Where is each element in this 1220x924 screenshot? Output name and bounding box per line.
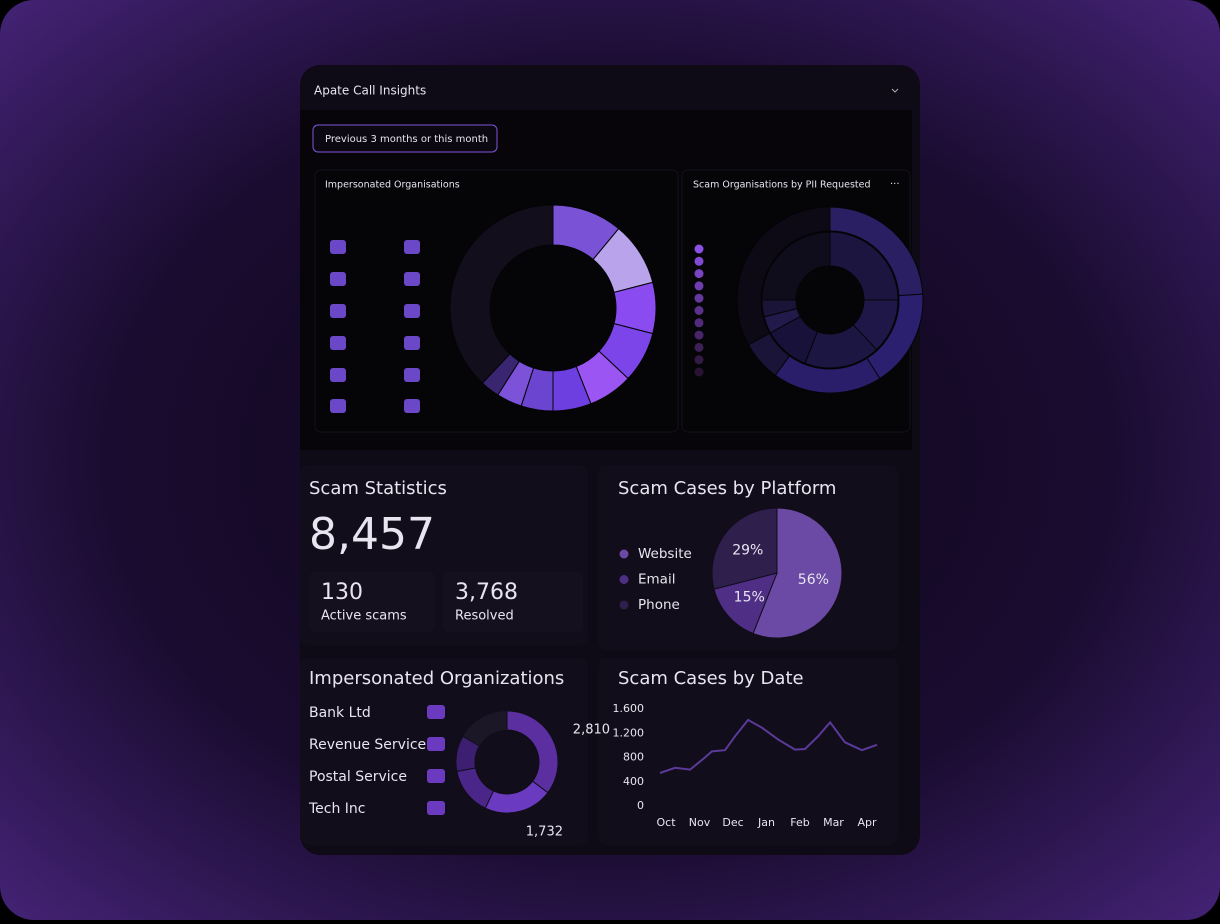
x-tick-label: Jan (757, 816, 775, 829)
legend-dot (694, 306, 704, 315)
segment (761, 231, 831, 301)
org-icon (404, 304, 420, 318)
segment (829, 231, 899, 301)
org-icon (330, 240, 346, 254)
legend-dot (694, 342, 704, 352)
y-tick-label: 0 (637, 799, 644, 812)
org-name: Revenue Service (309, 737, 426, 753)
filter-label[interactable]: Previous 3 months or this month (325, 134, 488, 145)
card-title: Scam Cases by Platform (618, 478, 836, 499)
card-title: Impersonated Organizations (309, 668, 564, 689)
org-name: Tech Inc (308, 801, 366, 817)
x-tick-label: Nov (689, 816, 711, 829)
card-title: Scam Cases by Date (618, 668, 804, 689)
org-icon (404, 336, 420, 350)
value-label: 2,810 (573, 722, 610, 737)
org-icon (404, 240, 420, 254)
org-icon (330, 399, 346, 413)
legend-dot (694, 256, 704, 266)
segment (449, 204, 554, 384)
segment (736, 206, 831, 346)
legend-dot (694, 330, 704, 340)
legend-dot (694, 269, 704, 279)
card-title: Scam Statistics (309, 478, 447, 499)
stat-total: 8,457 (309, 509, 435, 560)
legend-dot (619, 575, 629, 584)
segment (713, 572, 778, 635)
legend-label: Phone (638, 597, 680, 613)
org-icon (427, 737, 445, 751)
y-tick-label: 1.600 (613, 702, 645, 715)
stat-card (309, 572, 435, 632)
stat-label: Active scams (321, 609, 407, 624)
org-icon (404, 272, 420, 286)
org-icon (330, 304, 346, 318)
org-icon (427, 801, 445, 815)
legend-dot (619, 549, 629, 559)
org-icon (330, 336, 346, 350)
legend-dot (694, 293, 704, 303)
legend-dot (694, 355, 704, 365)
more-menu[interactable]: ··· (890, 179, 900, 190)
line (659, 718, 878, 774)
card (598, 658, 898, 845)
org-icon (330, 272, 346, 286)
org-icon (427, 769, 445, 783)
segment (752, 507, 843, 639)
stat-label: Resolved (455, 609, 514, 624)
segment (711, 507, 778, 590)
org-name: Bank Ltd (309, 705, 371, 721)
legend-label: Email (638, 572, 675, 588)
org-icon (330, 368, 346, 382)
x-tick-label: Mar (823, 816, 844, 829)
org-name: Postal Service (309, 769, 407, 785)
legend-dot (619, 600, 629, 610)
org-icon (427, 705, 445, 719)
x-tick-label: Feb (790, 816, 809, 829)
org-icon (404, 399, 420, 413)
segment (455, 735, 480, 773)
legend-dot (694, 367, 704, 377)
y-tick-label: 1.200 (613, 726, 645, 739)
stat-value: 3,768 (455, 580, 518, 605)
chevron[interactable] (891, 88, 899, 93)
x-tick-label: Apr (857, 816, 877, 829)
filter-button[interactable] (312, 124, 498, 153)
stat-card (443, 572, 583, 632)
value-label: 29% (732, 542, 763, 558)
y-tick-label: 800 (623, 751, 644, 764)
donut-track (462, 711, 507, 746)
x-tick-label: Dec (722, 816, 743, 829)
legend-dot (694, 244, 704, 254)
legend-dot (694, 281, 704, 291)
legend-label: Website (638, 546, 692, 562)
card-title: Scam Organisations by PII Requested (693, 180, 871, 191)
header-title: Apate Call Insights (314, 84, 426, 98)
value-label: 15% (734, 589, 765, 605)
x-tick-label: Oct (657, 816, 677, 829)
stat-value: 130 (321, 580, 363, 605)
card-title: Impersonated Organisations (325, 180, 460, 191)
value-label: 1,732 (526, 824, 563, 839)
y-tick-label: 400 (623, 775, 644, 788)
value-label: 56% (798, 572, 829, 588)
legend-dot (694, 318, 704, 328)
org-icon (404, 368, 420, 382)
